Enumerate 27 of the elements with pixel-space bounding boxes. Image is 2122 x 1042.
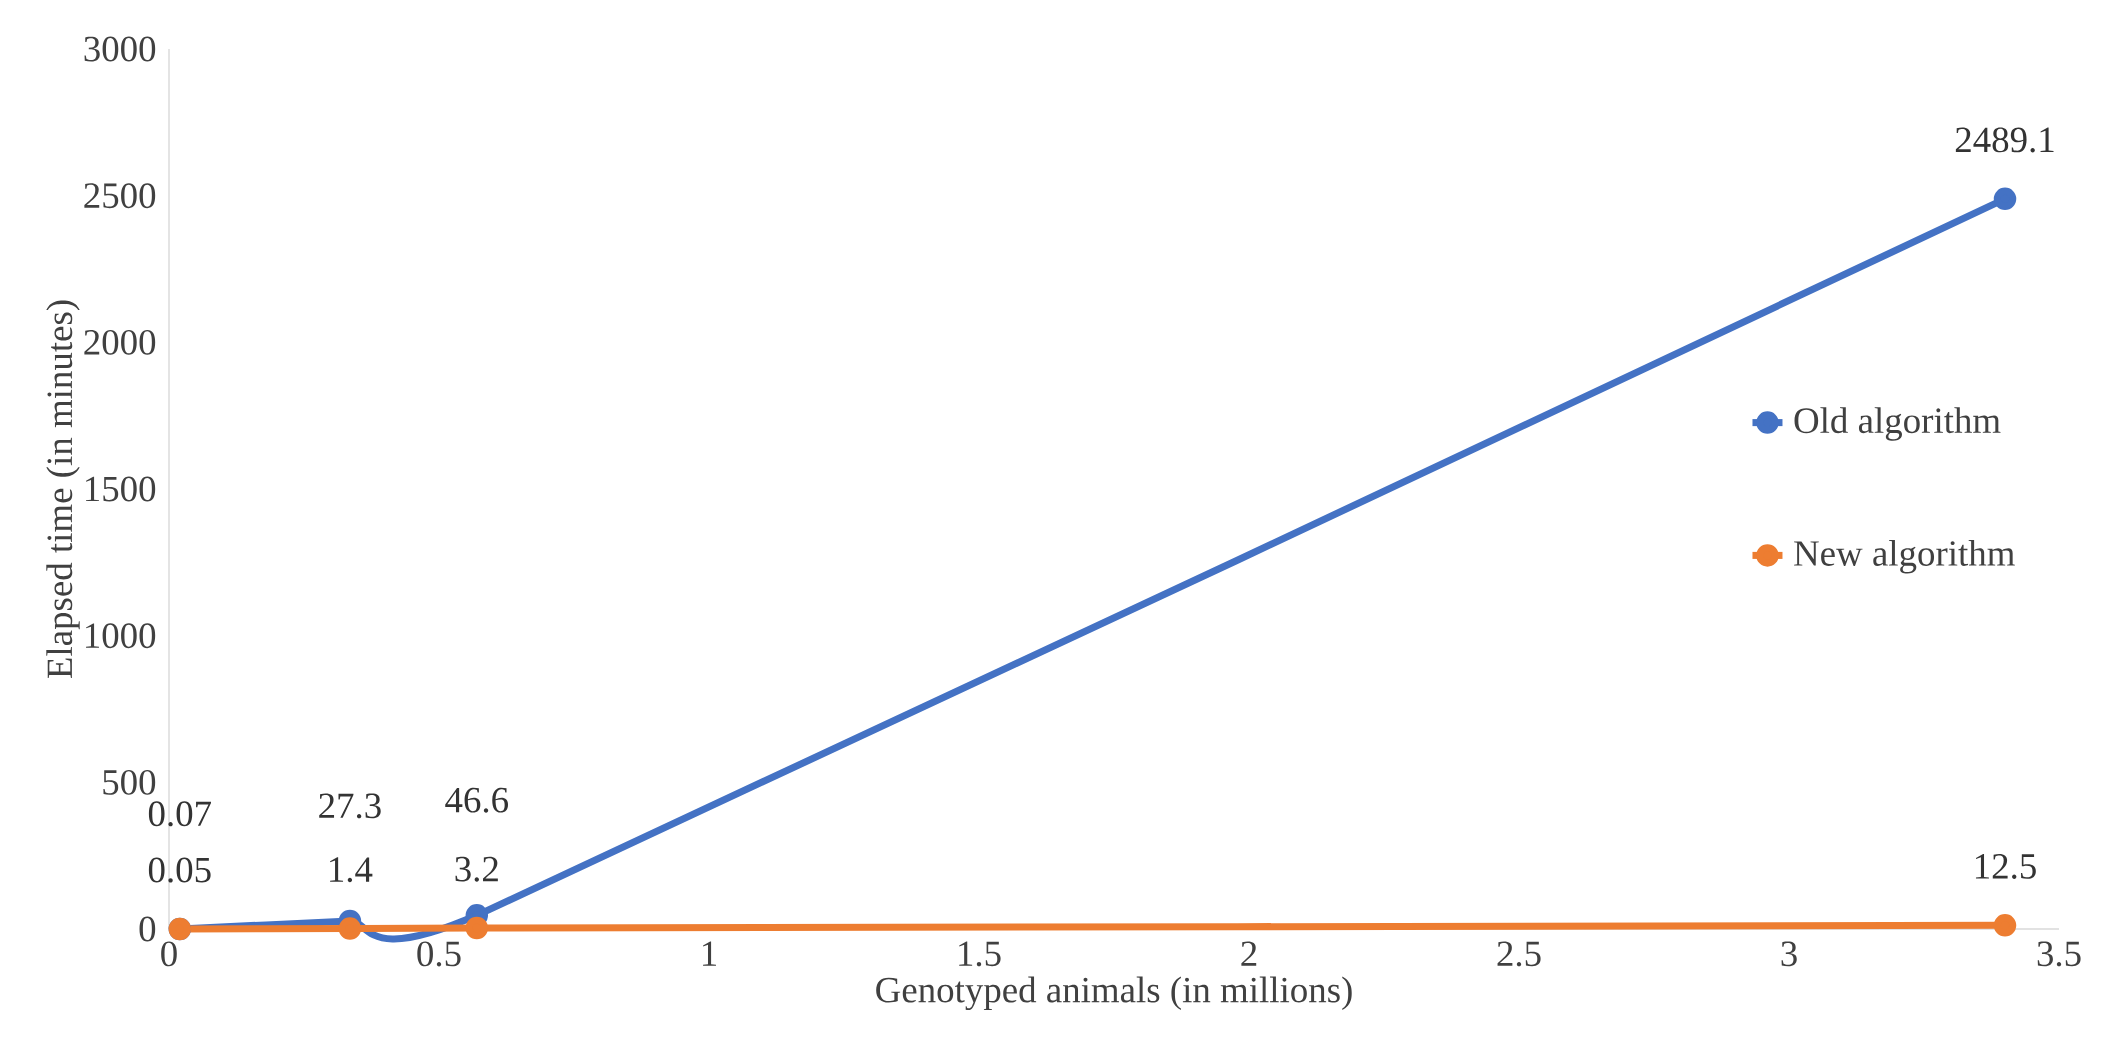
data-label: 46.6 [445,787,509,813]
x-tick-label: 3.5 [2037,941,2081,967]
x-tick-label: 3 [1781,941,1797,967]
y-tick-label: 2000 [84,329,156,355]
x-tick-label: 0 [161,941,177,967]
y-axis-title: Elapsed time (in minutes) [46,300,80,679]
x-axis-title: Genotyped animals (in millions) [876,976,1352,1011]
y-tick-label: 0 [139,916,156,942]
data-label: 2489.1 [1955,127,2054,153]
y-tick-label: 1000 [86,623,156,649]
x-tick-label: 2.5 [1497,941,1541,967]
legend-label: New algorithm [1794,539,2015,574]
data-label: 3.2 [455,856,498,882]
y-tick-label: 500 [103,769,156,795]
x-tick-label: 2 [1241,941,1257,966]
data-label: 12.5 [1975,854,2036,879]
x-tick-label: 1 [703,941,716,966]
legend-label: Old algorithm [1794,407,2001,441]
y-tick-label: 2500 [84,183,156,209]
y-tick-label: 1500 [86,476,156,502]
data-label: 1.4 [330,857,373,883]
x-tick-label: 1.5 [959,941,1001,967]
data-label: 0.07 [148,801,212,827]
y-tick-label: 3000 [84,36,156,62]
x-tick-label: 0.5 [417,941,461,967]
data-label: 27.3 [319,793,381,819]
data-label: 0.05 [148,857,211,883]
